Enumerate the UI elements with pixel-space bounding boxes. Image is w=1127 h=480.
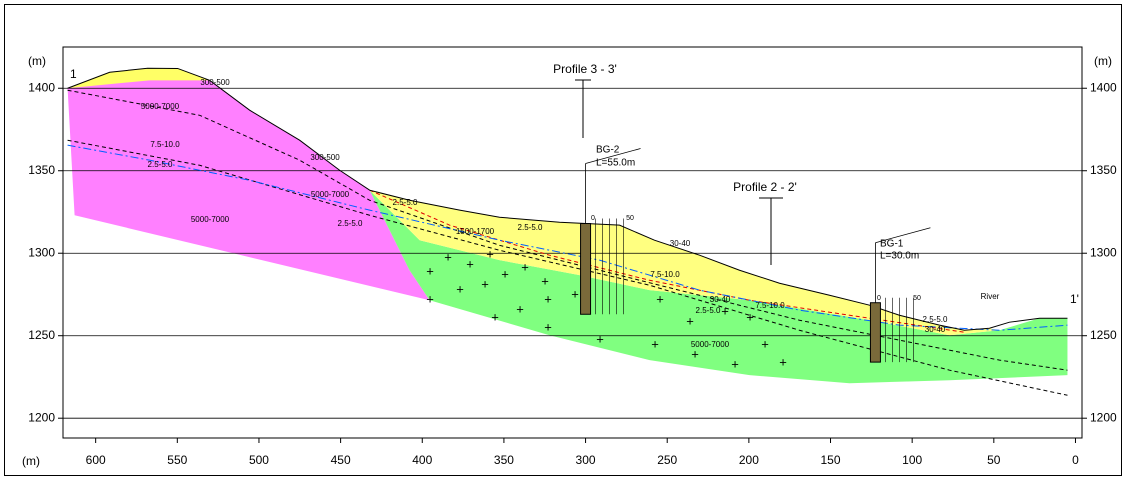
- rock-symbol: +: [486, 246, 494, 261]
- rock-symbol: +: [746, 309, 754, 324]
- x-tick-label: 50: [987, 453, 1001, 467]
- annotation: 1500-1700: [456, 227, 495, 236]
- annotation: 30-40: [670, 239, 691, 248]
- annotation: 1: [70, 67, 77, 81]
- annotation: L=30.0m: [880, 251, 919, 262]
- y-axis-unit: (m): [28, 54, 46, 68]
- borehole: [870, 303, 880, 362]
- annotation: 2.5-5.0: [923, 315, 948, 324]
- y2-tick-label: 1300: [1090, 245, 1117, 259]
- y-tick-label: 1300: [28, 245, 55, 259]
- annotation: 50: [913, 295, 921, 302]
- y-tick-label: 1350: [28, 163, 55, 177]
- borehole: [581, 224, 591, 315]
- rock-symbol: +: [544, 291, 552, 306]
- rock-symbol: +: [686, 313, 694, 328]
- annotation: Profile 3 - 3': [553, 62, 617, 76]
- annotation: 5000-7000: [141, 102, 180, 111]
- rock-symbol: +: [491, 309, 499, 324]
- x-tick-label: 400: [412, 453, 432, 467]
- annotation: 300-500: [310, 153, 340, 162]
- annotation: 7.5-10.0: [150, 140, 180, 149]
- rock-symbol: +: [651, 336, 659, 351]
- x-tick-label: 500: [249, 453, 269, 467]
- annotation: 0: [591, 215, 595, 222]
- annotation: 2.5-5.0: [696, 306, 721, 315]
- annotation: L=55.0m: [596, 158, 635, 169]
- y2-axis-unit: (m): [1094, 54, 1112, 68]
- annotation: 30-40: [925, 325, 946, 334]
- y-tick-label: 1400: [28, 80, 55, 94]
- annotation: 2.5-5.0: [338, 219, 363, 228]
- x-tick-label: 350: [494, 453, 514, 467]
- rock-symbol: +: [656, 291, 664, 306]
- x-tick-label: 0: [1072, 453, 1079, 467]
- annotation: 5000-7000: [191, 215, 230, 224]
- rock-symbol: +: [456, 281, 464, 296]
- y2-tick-label: 1350: [1090, 163, 1117, 177]
- annotation: 30-40: [710, 295, 731, 304]
- y2-tick-label: 1250: [1090, 328, 1117, 342]
- annotation: 5000-7000: [691, 340, 730, 349]
- rock-symbol: +: [596, 331, 604, 346]
- y-tick-label: 1200: [28, 410, 55, 424]
- rock-symbol: +: [444, 249, 452, 264]
- y2-tick-label: 1400: [1090, 80, 1117, 94]
- y-tick-label: 1250: [28, 328, 55, 342]
- annotation: River: [981, 292, 1000, 301]
- rock-symbol: +: [571, 286, 579, 301]
- rock-symbol: +: [779, 354, 787, 369]
- rock-symbol: +: [544, 319, 552, 334]
- rock-symbol: +: [541, 273, 549, 288]
- rock-symbol: +: [426, 291, 434, 306]
- annotation: 7.5-10.0: [650, 270, 680, 279]
- x-tick-label: 600: [86, 453, 106, 467]
- annotation: 2.5-5.0: [148, 160, 173, 169]
- annotation: 2.5-5.0: [393, 198, 418, 207]
- annotation: 0: [877, 295, 881, 302]
- rock-symbol: +: [761, 336, 769, 351]
- x-tick-label: 450: [331, 453, 351, 467]
- y2-tick-label: 1200: [1090, 410, 1117, 424]
- annotation: BG-2: [596, 145, 620, 156]
- annotation: BG-1: [880, 239, 904, 250]
- x-axis-unit: (m): [22, 454, 40, 468]
- x-tick-label: 550: [167, 453, 187, 467]
- annotation: 2.5-5.0: [518, 223, 543, 232]
- x-tick-label: 100: [902, 453, 922, 467]
- annotation: 50: [626, 215, 634, 222]
- rock-symbol: +: [426, 263, 434, 278]
- rock-symbol: +: [721, 303, 729, 318]
- rock-symbol: +: [731, 356, 739, 371]
- annotation: Profile 2 - 2': [733, 180, 797, 194]
- rock-symbol: +: [521, 259, 529, 274]
- x-tick-label: 250: [657, 453, 677, 467]
- rock-symbol: +: [481, 276, 489, 291]
- x-tick-label: 200: [739, 453, 759, 467]
- annotation: 300-500: [200, 78, 230, 87]
- cross-section-chart: +++++++++++++++++++++++++ (m) (m) (m) 12…: [0, 0, 1127, 480]
- annotation: 7.5-10.0: [755, 301, 785, 310]
- rock-symbol: +: [501, 266, 509, 281]
- annotation: 1': [1070, 292, 1079, 306]
- x-tick-label: 150: [821, 453, 841, 467]
- x-tick-label: 300: [576, 453, 596, 467]
- rock-symbol: +: [516, 301, 524, 316]
- annotation: 5000-7000: [311, 190, 350, 199]
- rock-symbol: +: [466, 256, 474, 271]
